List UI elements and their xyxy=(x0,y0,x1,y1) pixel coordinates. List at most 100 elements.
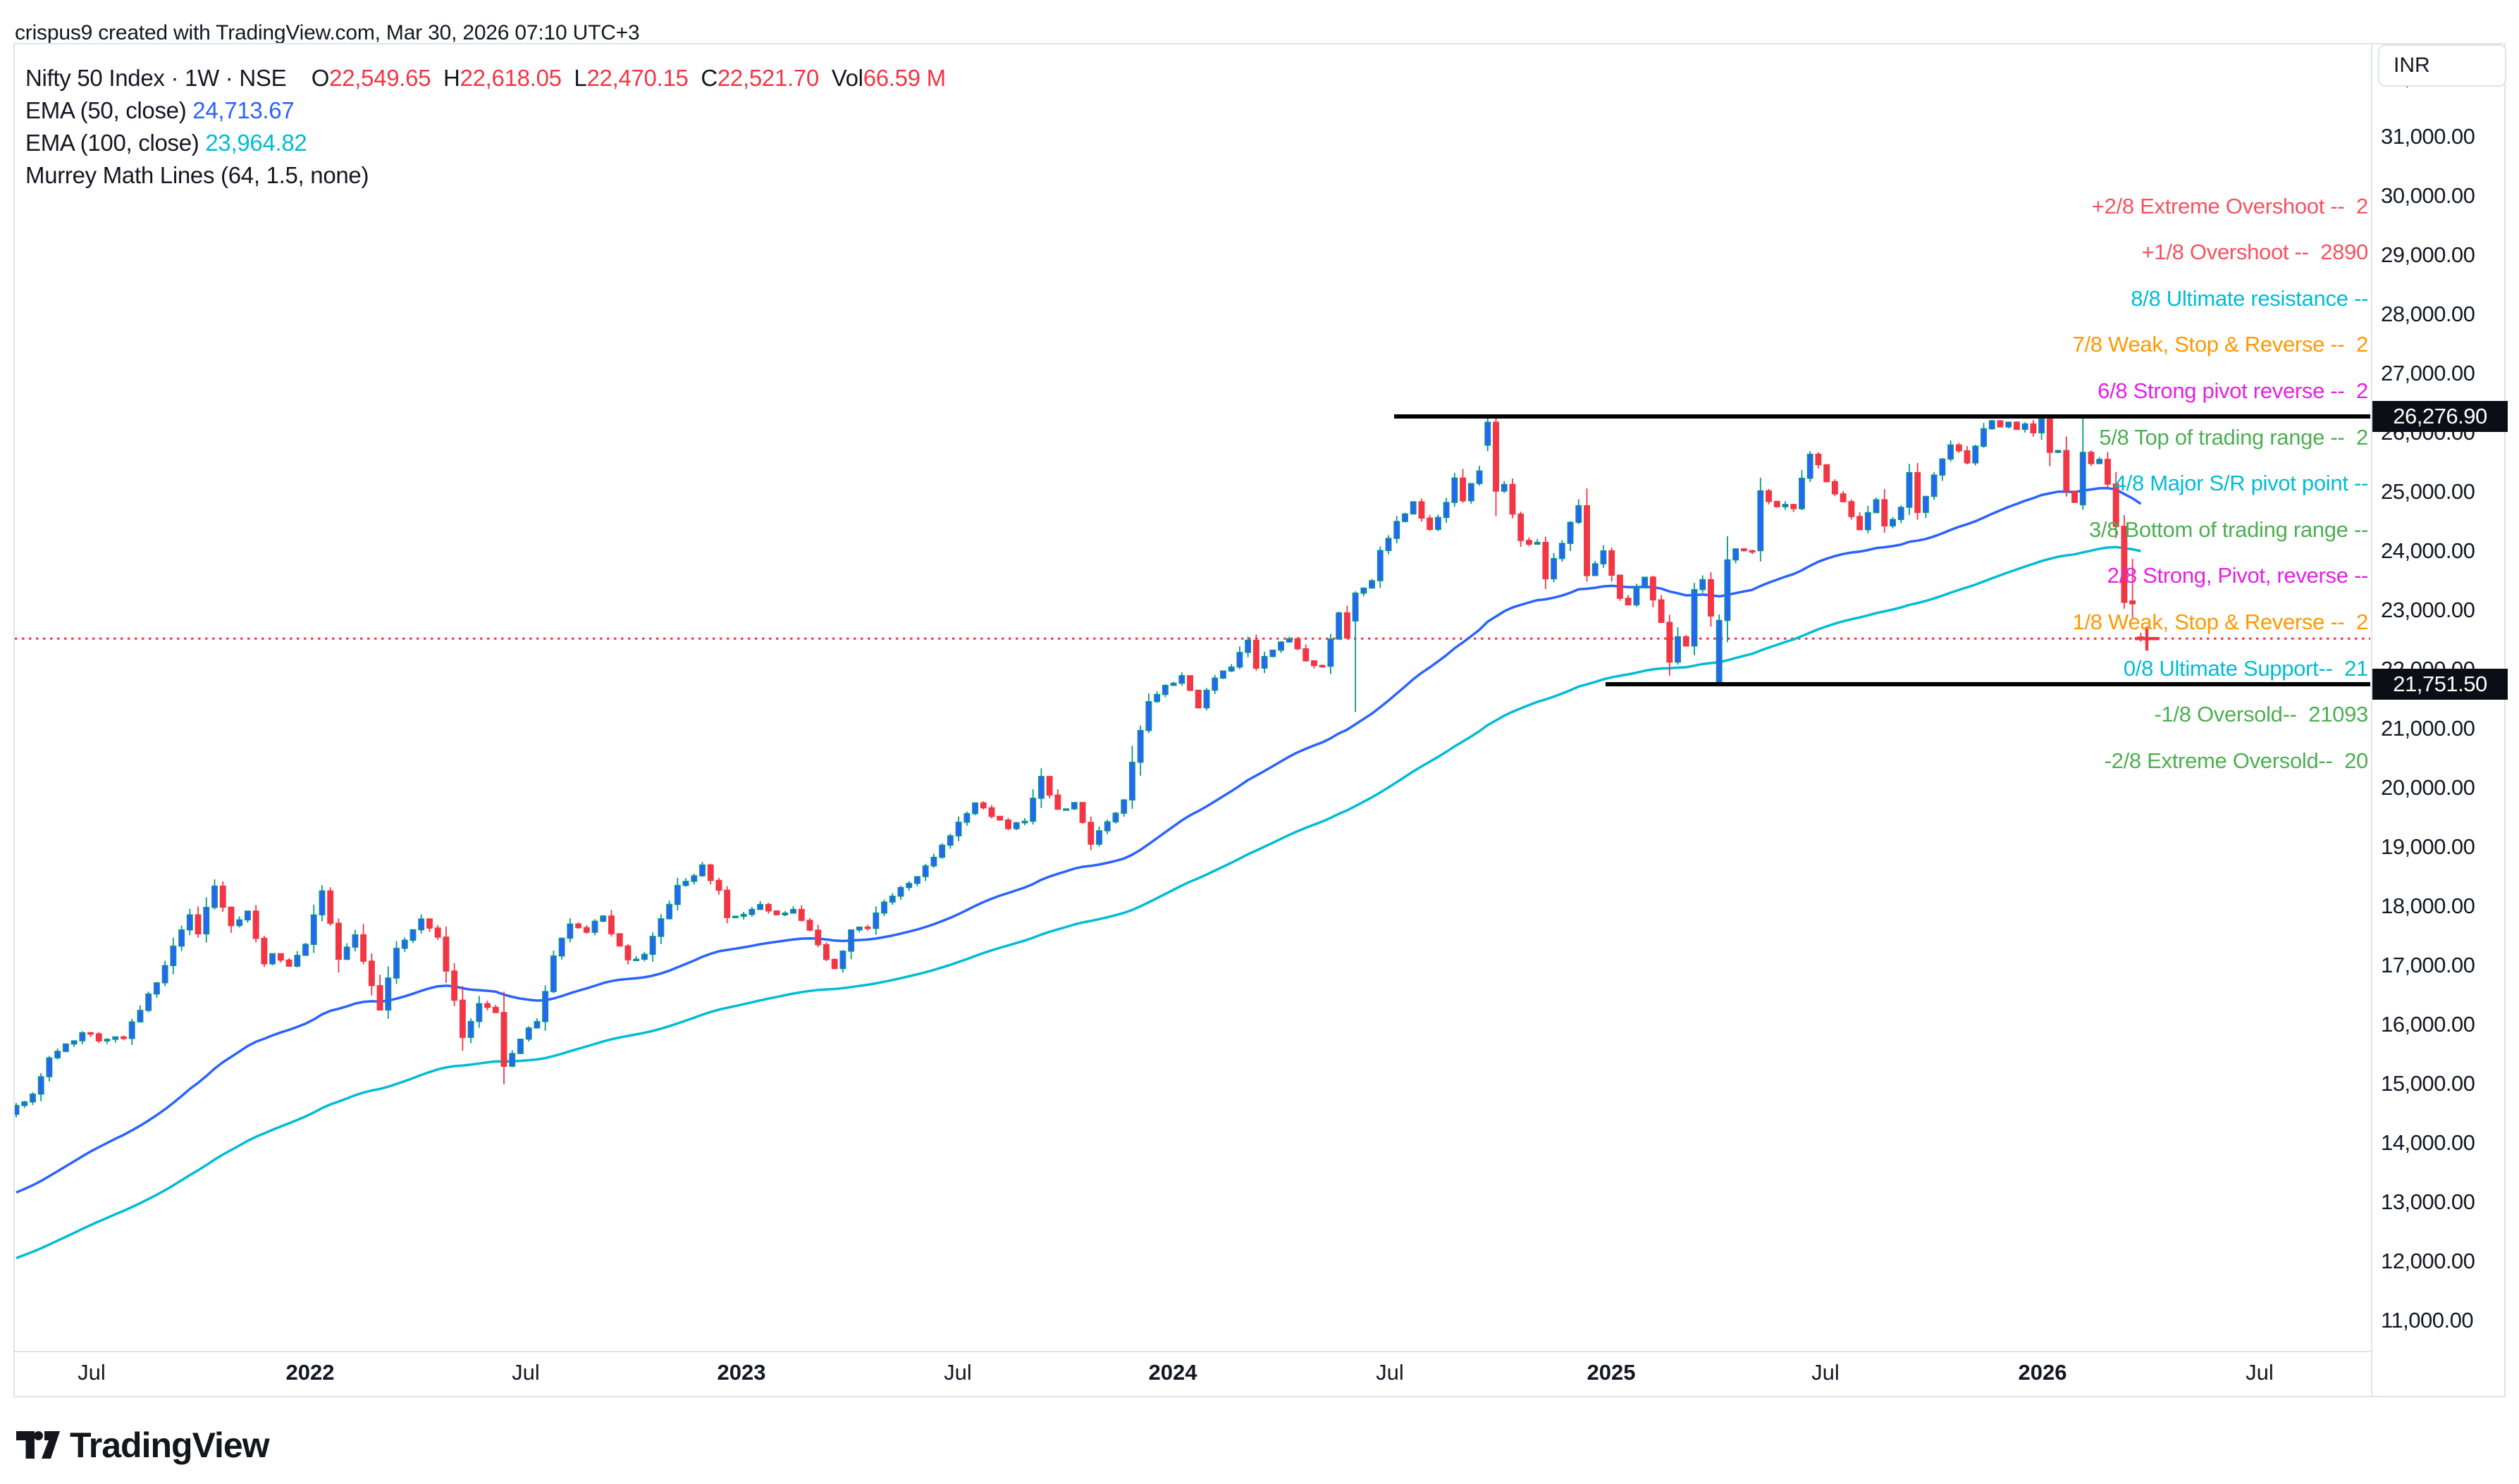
candle xyxy=(616,933,623,947)
candle xyxy=(1195,689,1202,709)
candle xyxy=(21,1101,28,1106)
candle xyxy=(459,999,466,1038)
candle xyxy=(988,807,995,817)
candle xyxy=(575,923,582,929)
price-tick: 29,000.00 xyxy=(2381,242,2475,268)
candle xyxy=(2013,421,2020,430)
candle xyxy=(1749,550,1756,553)
time-label: Jul xyxy=(78,1360,106,1385)
candle xyxy=(1096,830,1102,845)
candle xyxy=(1319,664,1326,668)
candle xyxy=(104,1039,111,1041)
candle xyxy=(1427,517,1434,531)
volume-label: Vol xyxy=(818,65,863,91)
ema50-line xyxy=(16,486,2142,1194)
candle xyxy=(1418,501,1425,519)
candle xyxy=(327,890,334,925)
candle xyxy=(600,915,607,922)
candle xyxy=(1245,639,1252,653)
candle xyxy=(889,896,896,903)
candle xyxy=(624,945,632,960)
time-axis-separator xyxy=(15,1351,2371,1352)
ohlc-value: 22,470.15 xyxy=(586,65,689,91)
currency-label: INR xyxy=(2394,54,2430,77)
price-tick: 17,000.00 xyxy=(2381,952,2475,977)
candle xyxy=(906,882,913,889)
ema100-label: EMA (100, close) xyxy=(25,130,199,156)
candle xyxy=(732,915,739,918)
candle xyxy=(2079,452,2086,506)
legend: Nifty 50 Index · 1W · NSE O22,549.65 H22… xyxy=(25,66,946,196)
ema100-value: 23,964.82 xyxy=(205,130,307,156)
candle xyxy=(261,937,268,965)
murrey-level-label: 3/8 Bottom of trading range -- xyxy=(2089,517,2368,542)
tradingview-logo-text: TradingView xyxy=(70,1426,270,1465)
candle xyxy=(1005,820,1011,829)
symbol-interval[interactable]: 1W xyxy=(185,65,219,91)
candle xyxy=(1766,490,1772,502)
candle xyxy=(980,802,987,809)
candle xyxy=(1121,799,1128,814)
price-tick: 11,000.00 xyxy=(2381,1307,2474,1332)
currency-button[interactable]: INR xyxy=(2378,44,2506,87)
candle xyxy=(1997,420,2004,428)
candle xyxy=(1352,593,1359,622)
time-label: 2022 xyxy=(285,1360,335,1385)
candle xyxy=(682,881,689,886)
candle xyxy=(1864,512,1871,531)
candle xyxy=(37,1076,44,1095)
tradingview-logo[interactable]: TradingView xyxy=(16,1425,270,1466)
candle xyxy=(674,884,681,905)
candle xyxy=(1551,557,1558,580)
candle xyxy=(707,864,714,882)
candle xyxy=(46,1057,53,1077)
candle xyxy=(62,1043,69,1052)
candle xyxy=(1732,548,1739,561)
legend-ema50-row[interactable]: EMA (50, close) 24,713.67 xyxy=(25,99,946,122)
candle xyxy=(319,890,326,916)
candle xyxy=(335,922,342,960)
candle xyxy=(228,906,235,927)
candle xyxy=(633,958,640,962)
candle xyxy=(1493,421,1499,492)
murrey-row-label: Murrey Math Lines (64, 1.5, none) xyxy=(25,162,369,188)
candle xyxy=(1799,477,1805,509)
candle xyxy=(666,903,673,920)
candle xyxy=(930,856,937,867)
legend-murrey-row[interactable]: Murrey Math Lines (64, 1.5, none) xyxy=(25,163,946,187)
candle xyxy=(1806,453,1813,479)
candle xyxy=(1584,505,1590,576)
candle xyxy=(1790,504,1797,509)
candle xyxy=(749,908,756,915)
candle xyxy=(1343,612,1350,639)
symbol-exchange: NSE xyxy=(239,65,287,91)
candle xyxy=(691,875,698,882)
candle xyxy=(112,1036,119,1040)
candle xyxy=(1856,516,1864,531)
candle xyxy=(773,910,780,915)
ema100-line xyxy=(16,545,2141,1260)
candle xyxy=(881,901,887,914)
candle xyxy=(1376,550,1384,581)
candle xyxy=(1567,521,1574,544)
candle xyxy=(1616,574,1623,599)
candle xyxy=(269,953,276,965)
candle xyxy=(95,1033,102,1041)
candle xyxy=(1848,501,1855,517)
candle xyxy=(1434,517,1441,531)
candle xyxy=(1707,579,1714,617)
candle xyxy=(1252,639,1260,669)
candle xyxy=(1369,580,1376,589)
candle xyxy=(790,908,796,914)
candle xyxy=(343,946,350,960)
price-tick: 23,000.00 xyxy=(2381,598,2475,623)
candle xyxy=(1187,675,1193,691)
time-label: 2023 xyxy=(717,1360,766,1385)
legend-symbol-row[interactable]: Nifty 50 Index · 1W · NSE O22,549.65 H22… xyxy=(25,66,946,89)
candle xyxy=(1104,821,1111,831)
ema50-value: 24,713.67 xyxy=(192,97,295,123)
candle xyxy=(70,1040,78,1045)
legend-ema100-row[interactable]: EMA (100, close) 23,964.82 xyxy=(25,131,946,154)
price-tick: 27,000.00 xyxy=(2381,361,2475,386)
